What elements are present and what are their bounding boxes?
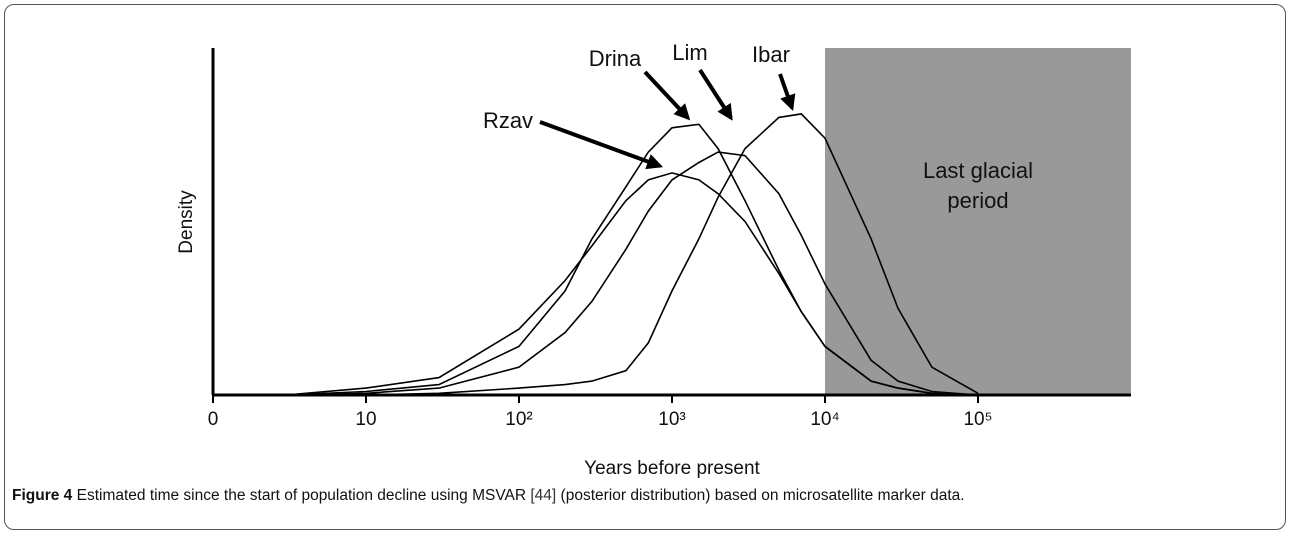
series-label: Ibar [752,42,790,67]
density-line [285,151,979,396]
series-label: Drina [589,46,642,71]
region-label-line: period [947,188,1008,213]
caption-label: Figure 4 [12,487,73,504]
label-arrow [643,70,691,121]
x-tick-label: 10² [505,409,532,430]
label-arrow [778,73,796,112]
series-label: Rzav [483,108,533,133]
series-label: Lim [672,40,707,65]
region-label: Last glacial period [923,158,1033,213]
label-arrow [539,120,664,170]
x-tick-label: 10⁴ [810,409,839,430]
region-label-line: Last glacial [923,158,1033,183]
caption-ref: [44] [530,487,557,504]
caption-text: Estimated time since the start of popula… [76,487,527,504]
x-tick-label: 10⁵ [963,409,992,430]
caption: Figure 4 Estimated time since the start … [12,484,1280,507]
density-line [285,123,979,396]
x-tick-label: 10³ [658,409,685,430]
density-line [286,113,979,396]
caption-text: (posterior distribution) based on micros… [560,487,965,504]
shaded-region [825,48,1131,395]
x-tick-label: 0 [208,409,219,430]
chart: Density Years before present Last glacia… [176,40,1131,479]
figure-frame [4,4,1286,530]
y-axis-label: Density [176,190,197,254]
x-tick-label: 10 [355,409,376,430]
label-arrow [698,68,733,121]
x-axis-label: Years before present [584,458,760,479]
